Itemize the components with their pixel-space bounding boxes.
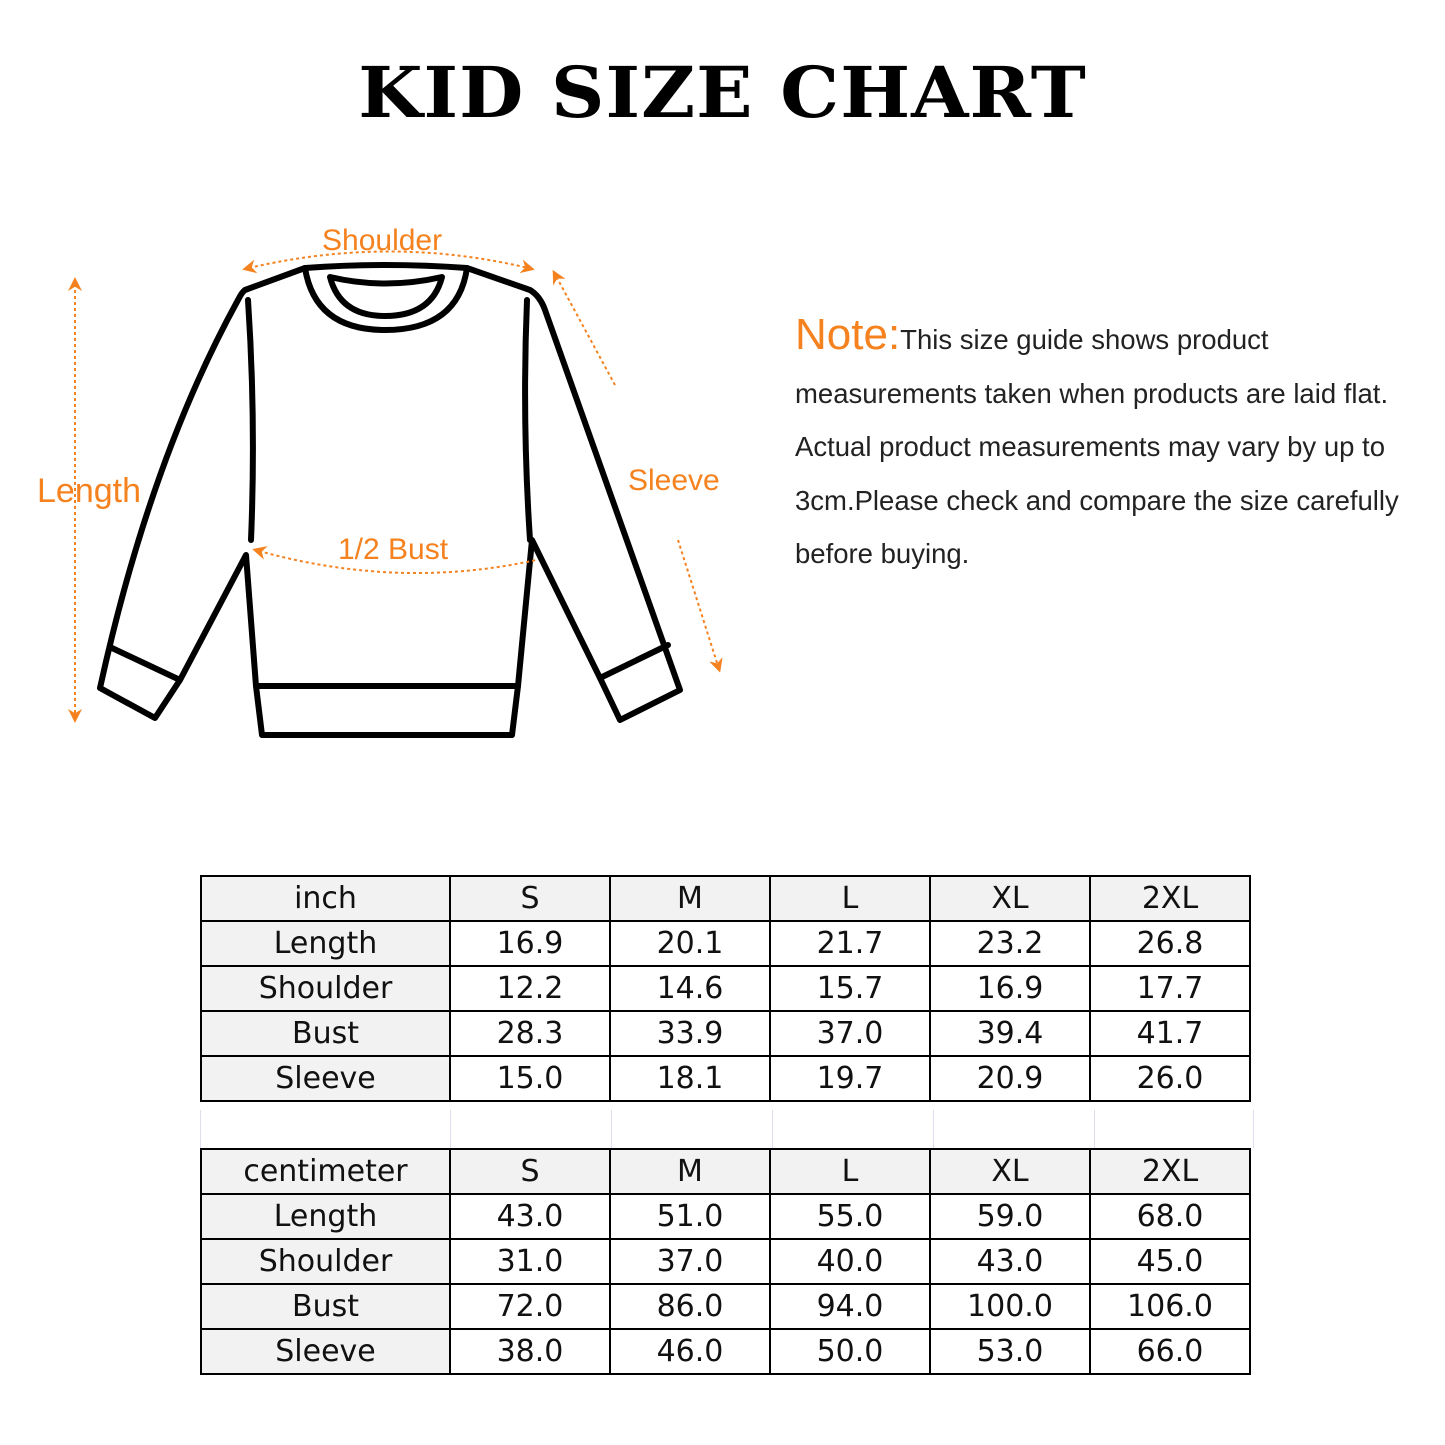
size-header: S (449, 1148, 611, 1195)
inch-size-table: inch S M L XL 2XL Length 16.9 20.1 21.7 23.2 26.8 Sh… (200, 875, 1251, 1102)
measurement-cell: 40.0 (769, 1238, 931, 1285)
page-title: KID SIZE CHART (358, 52, 1087, 134)
sweater-diagram (68, 250, 723, 738)
size-header: L (769, 875, 931, 922)
measurement-arrows (68, 250, 723, 723)
size-note: Note:This size guide shows product measu… (795, 308, 1415, 581)
row-label: Length (200, 1193, 451, 1240)
shoulder-arrow (242, 250, 535, 274)
measurement-cell: 55.0 (769, 1193, 931, 1240)
size-header: M (609, 1148, 771, 1195)
table-header-row: inch S M L XL 2XL (200, 875, 1251, 922)
measurement-cell: 12.2 (449, 965, 611, 1012)
bust-arrow (252, 546, 537, 575)
measurement-cell: 43.0 (929, 1238, 1091, 1285)
measurement-cell: 16.9 (929, 965, 1091, 1012)
measurement-cell: 53.0 (929, 1328, 1091, 1375)
measurement-cell: 18.1 (609, 1055, 771, 1102)
measurement-cell: 37.0 (609, 1238, 771, 1285)
measurement-cell: 106.0 (1089, 1283, 1251, 1330)
size-header: XL (929, 875, 1091, 922)
shoulder-label: Shoulder (322, 224, 443, 257)
table-row: Shoulder 12.2 14.6 15.7 16.9 17.7 (200, 965, 1251, 1012)
unit-header: inch (200, 875, 451, 922)
measurement-cell: 23.2 (929, 920, 1091, 967)
table-row: Bust 72.0 86.0 94.0 100.0 106.0 (200, 1283, 1251, 1330)
measurement-cell: 26.0 (1089, 1055, 1251, 1102)
note-text: This size guide shows product measuremen… (795, 324, 1399, 569)
note-heading: Note: (795, 310, 901, 359)
table-row: Length 16.9 20.1 21.7 23.2 26.8 (200, 920, 1251, 967)
measurement-cell: 15.0 (449, 1055, 611, 1102)
measurement-cell: 86.0 (609, 1283, 771, 1330)
size-header: L (769, 1148, 931, 1195)
measurement-cell: 59.0 (929, 1193, 1091, 1240)
table-row: Bust 28.3 33.9 37.0 39.4 41.7 (200, 1010, 1251, 1057)
row-label: Bust (200, 1010, 451, 1057)
table-header-row: centimeter S M L XL 2XL (200, 1148, 1251, 1195)
measurement-cell: 50.0 (769, 1328, 931, 1375)
measurement-cell: 19.7 (769, 1055, 931, 1102)
centimeter-size-table: centimeter S M L XL 2XL Length 43.0 51.0 55.0 59.0… (200, 1148, 1251, 1375)
row-label: Shoulder (200, 965, 451, 1012)
table-row: Sleeve 38.0 46.0 50.0 53.0 66.0 (200, 1328, 1251, 1375)
row-label: Bust (200, 1283, 451, 1330)
length-label: Length (37, 472, 141, 510)
bust-label: 1/2 Bust (338, 533, 449, 566)
table-row: Shoulder 31.0 37.0 40.0 43.0 45.0 (200, 1238, 1251, 1285)
measurement-cell: 66.0 (1089, 1328, 1251, 1375)
measurement-cell: 31.0 (449, 1238, 611, 1285)
table-row: Length 43.0 51.0 55.0 59.0 68.0 (200, 1193, 1251, 1240)
row-label: Shoulder (200, 1238, 451, 1285)
row-label: Sleeve (200, 1328, 451, 1375)
measurement-cell: 26.8 (1089, 920, 1251, 967)
measurement-cell: 45.0 (1089, 1238, 1251, 1285)
measurement-cell: 94.0 (769, 1283, 931, 1330)
measurement-cell: 14.6 (609, 965, 771, 1012)
row-label: Sleeve (200, 1055, 451, 1102)
sleeve-arrow-bottom (677, 539, 723, 673)
table-spacer (200, 1110, 1254, 1148)
measurement-cell: 43.0 (449, 1193, 611, 1240)
measurement-cell: 33.9 (609, 1010, 771, 1057)
measurement-cell: 100.0 (929, 1283, 1091, 1330)
measurement-cell: 20.1 (609, 920, 771, 967)
unit-header: centimeter (200, 1148, 451, 1195)
size-header: 2XL (1089, 1148, 1251, 1195)
measurement-cell: 17.7 (1089, 965, 1251, 1012)
row-label: Length (200, 920, 451, 967)
measurement-cell: 39.4 (929, 1010, 1091, 1057)
table-row: Sleeve 15.0 18.1 19.7 20.9 26.0 (200, 1055, 1251, 1102)
measurement-cell: 68.0 (1089, 1193, 1251, 1240)
measurement-cell: 16.9 (449, 920, 611, 967)
size-header: M (609, 875, 771, 922)
sweater-outline-icon (97, 262, 683, 738)
size-header: 2XL (1089, 875, 1251, 922)
measurement-cell: 46.0 (609, 1328, 771, 1375)
measurement-cell: 41.7 (1089, 1010, 1251, 1057)
measurement-cell: 51.0 (609, 1193, 771, 1240)
sleeve-arrow-top (552, 269, 616, 386)
measurement-cell: 20.9 (929, 1055, 1091, 1102)
size-header: S (449, 875, 611, 922)
measurement-cell: 72.0 (449, 1283, 611, 1330)
size-header: XL (929, 1148, 1091, 1195)
measurement-cell: 38.0 (449, 1328, 611, 1375)
measurement-cell: 37.0 (769, 1010, 931, 1057)
measurement-cell: 28.3 (449, 1010, 611, 1057)
sleeve-label: Sleeve (628, 464, 720, 497)
measurement-cell: 21.7 (769, 920, 931, 967)
measurement-cell: 15.7 (769, 965, 931, 1012)
